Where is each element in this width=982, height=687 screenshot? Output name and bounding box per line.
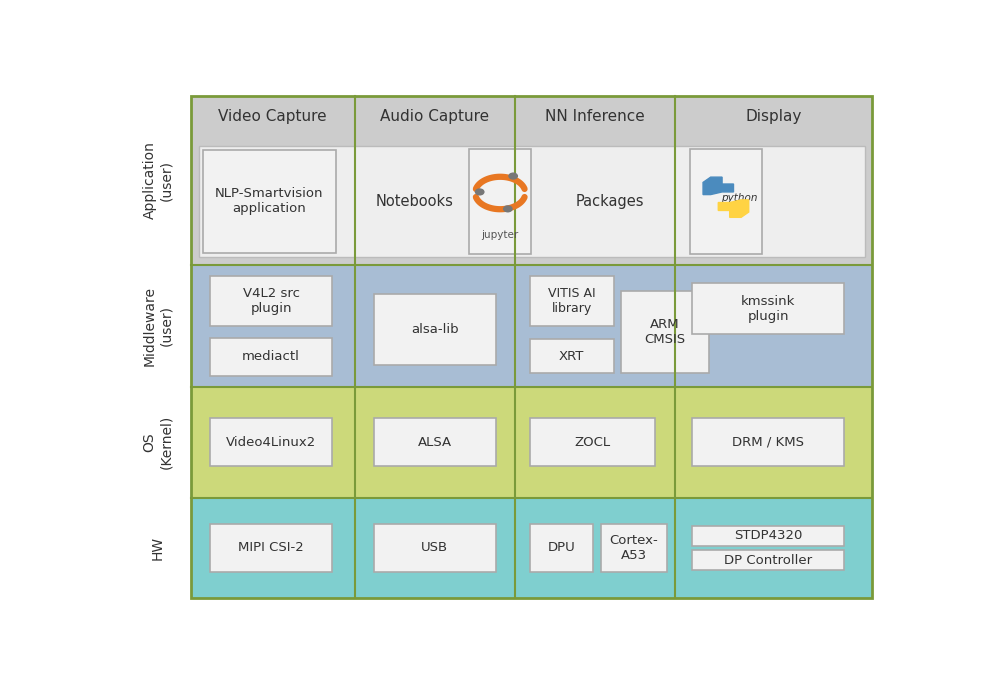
FancyBboxPatch shape <box>191 265 872 387</box>
FancyBboxPatch shape <box>601 524 667 572</box>
Circle shape <box>504 206 512 212</box>
FancyBboxPatch shape <box>689 148 762 254</box>
Text: DPU: DPU <box>548 541 575 554</box>
FancyBboxPatch shape <box>191 497 872 598</box>
Text: VITIS AI
library: VITIS AI library <box>548 286 595 315</box>
Text: XRT: XRT <box>559 350 584 363</box>
Text: Video4Linux2: Video4Linux2 <box>226 436 316 449</box>
Text: alsa-lib: alsa-lib <box>411 324 459 336</box>
Text: ZOCL: ZOCL <box>574 436 611 449</box>
Text: OS
(Kernel): OS (Kernel) <box>142 415 173 469</box>
FancyBboxPatch shape <box>374 294 496 365</box>
Polygon shape <box>703 177 734 194</box>
Circle shape <box>509 173 518 179</box>
FancyBboxPatch shape <box>210 524 332 572</box>
FancyBboxPatch shape <box>210 418 332 466</box>
FancyBboxPatch shape <box>692 418 845 466</box>
Text: mediactl: mediactl <box>243 350 300 363</box>
FancyBboxPatch shape <box>198 146 865 257</box>
Circle shape <box>475 189 484 195</box>
FancyBboxPatch shape <box>692 550 845 570</box>
Text: Notebooks: Notebooks <box>376 194 454 209</box>
Text: STDP4320: STDP4320 <box>734 529 802 542</box>
FancyBboxPatch shape <box>622 291 709 374</box>
Text: Cortex-
A53: Cortex- A53 <box>610 534 658 562</box>
FancyBboxPatch shape <box>530 418 656 466</box>
Text: Packages: Packages <box>575 194 644 209</box>
Text: HW: HW <box>151 536 165 560</box>
FancyBboxPatch shape <box>191 387 872 497</box>
Text: MIPI CSI-2: MIPI CSI-2 <box>239 541 304 554</box>
FancyBboxPatch shape <box>530 524 593 572</box>
Text: jupyter: jupyter <box>481 230 518 240</box>
Text: ARM
CMSIS: ARM CMSIS <box>644 318 685 346</box>
FancyBboxPatch shape <box>202 150 336 253</box>
Text: V4L2 src
plugin: V4L2 src plugin <box>243 286 300 315</box>
Text: ALSA: ALSA <box>417 436 452 449</box>
Text: python: python <box>722 193 758 203</box>
Text: Video Capture: Video Capture <box>218 109 327 124</box>
Text: Display: Display <box>745 109 801 124</box>
Text: Middleware
(user): Middleware (user) <box>142 286 173 365</box>
Text: DP Controller: DP Controller <box>724 554 812 567</box>
Text: USB: USB <box>421 541 449 554</box>
Polygon shape <box>718 200 748 217</box>
FancyBboxPatch shape <box>692 526 845 546</box>
FancyBboxPatch shape <box>191 95 872 265</box>
FancyBboxPatch shape <box>374 418 496 466</box>
FancyBboxPatch shape <box>210 275 332 326</box>
FancyBboxPatch shape <box>530 339 614 374</box>
FancyBboxPatch shape <box>692 284 845 334</box>
Text: kmssink
plugin: kmssink plugin <box>741 295 795 323</box>
Text: Audio Capture: Audio Capture <box>380 109 489 124</box>
FancyBboxPatch shape <box>374 524 496 572</box>
FancyBboxPatch shape <box>469 148 531 254</box>
Text: DRM / KMS: DRM / KMS <box>733 436 804 449</box>
FancyBboxPatch shape <box>530 275 614 326</box>
Text: NN Inference: NN Inference <box>545 109 644 124</box>
Text: NLP-Smartvision
application: NLP-Smartvision application <box>215 188 323 216</box>
FancyBboxPatch shape <box>210 338 332 376</box>
Text: Application
(user): Application (user) <box>142 142 173 219</box>
